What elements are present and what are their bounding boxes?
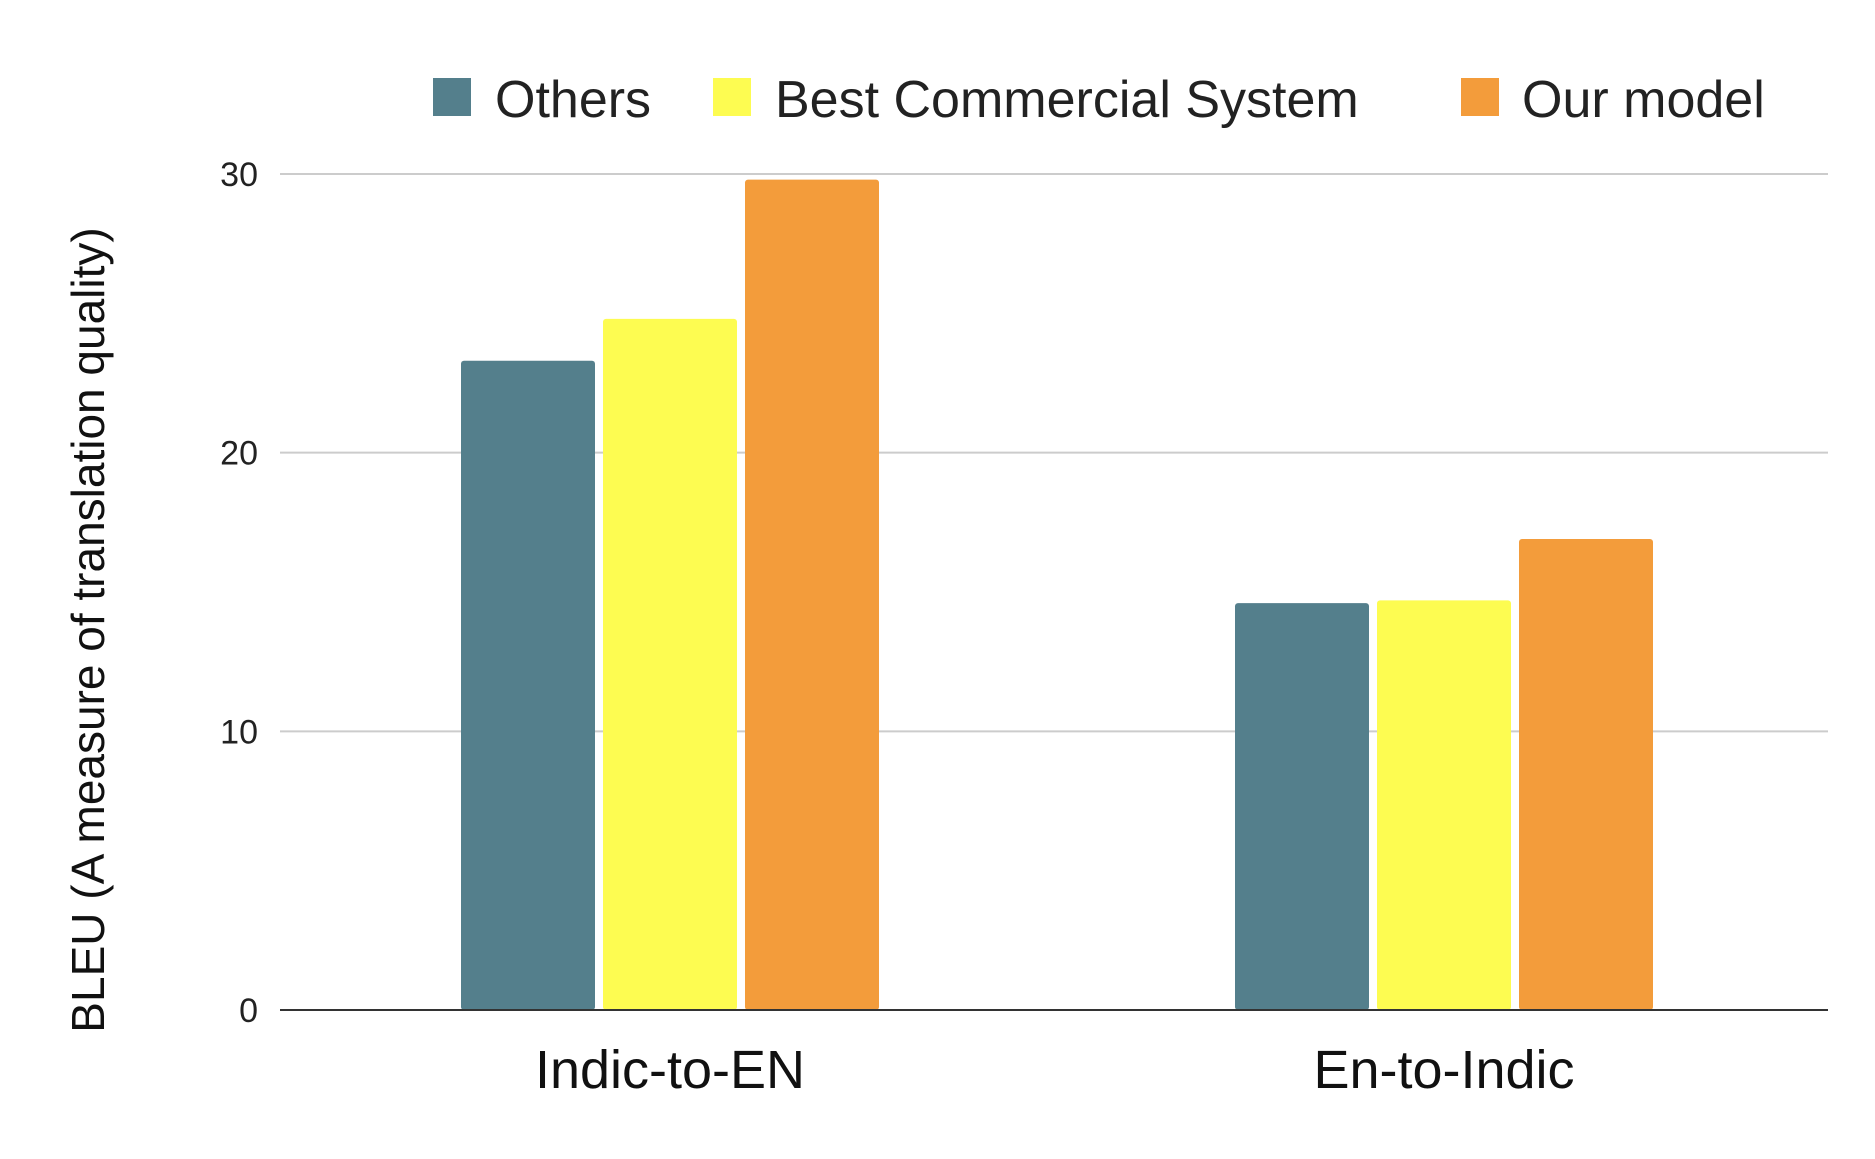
bar-best-commercial-system-indic-to-en (603, 318, 737, 1010)
legend-label: Best Commercial System (775, 71, 1359, 129)
legend-swatch (713, 78, 751, 116)
bar-others-indic-to-en (461, 360, 595, 1010)
legend: Others Best Commercial System Our model (433, 71, 1765, 129)
bar-our-model-indic-to-en (745, 179, 879, 1010)
x-axis-labels: Indic-to-EN En-to-Indic (535, 1040, 1575, 1100)
legend-label: Our model (1522, 71, 1765, 129)
bar-our-model-en-to-indic (1519, 539, 1653, 1010)
legend-swatch (1461, 78, 1499, 116)
y-tick-label: 10 (220, 713, 258, 751)
legend-swatch (433, 78, 471, 116)
bars (461, 179, 1653, 1010)
y-tick-label: 30 (220, 156, 258, 194)
bar-best-commercial-system-en-to-indic (1377, 600, 1511, 1010)
y-tick-label: 20 (220, 435, 258, 473)
legend-label: Others (495, 71, 651, 129)
x-category-label: Indic-to-EN (535, 1040, 805, 1100)
y-axis-ticks: 0 10 20 30 (220, 156, 258, 1030)
y-axis-title: BLEU (A measure of translation quality) (62, 227, 114, 1032)
x-category-label: En-to-Indic (1313, 1040, 1574, 1100)
bar-others-en-to-indic (1235, 603, 1369, 1010)
y-tick-label: 0 (239, 992, 258, 1030)
